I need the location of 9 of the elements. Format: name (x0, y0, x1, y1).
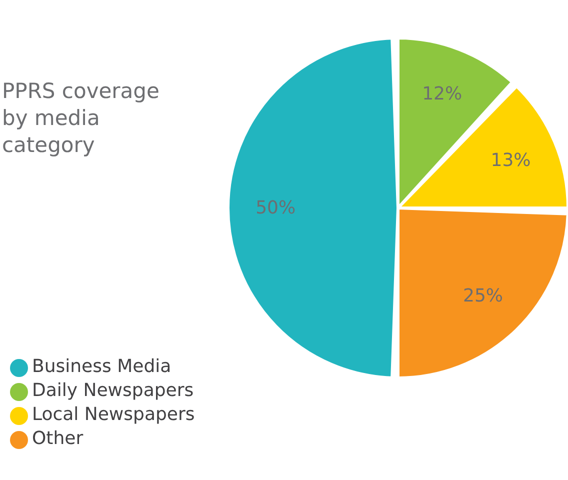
data-label: 25% (463, 286, 504, 307)
text: PPRS coverage by media category (2, 79, 160, 157)
data-label: 13% (490, 150, 531, 171)
legend-label: Business Media (32, 356, 172, 377)
data-label: 12% (422, 83, 462, 104)
legend-label: Other (32, 428, 84, 449)
legend-label: Local Newspapers (32, 404, 195, 425)
legend-label: Daily Newspapers (32, 380, 194, 401)
data-label: 50% (256, 198, 296, 218)
